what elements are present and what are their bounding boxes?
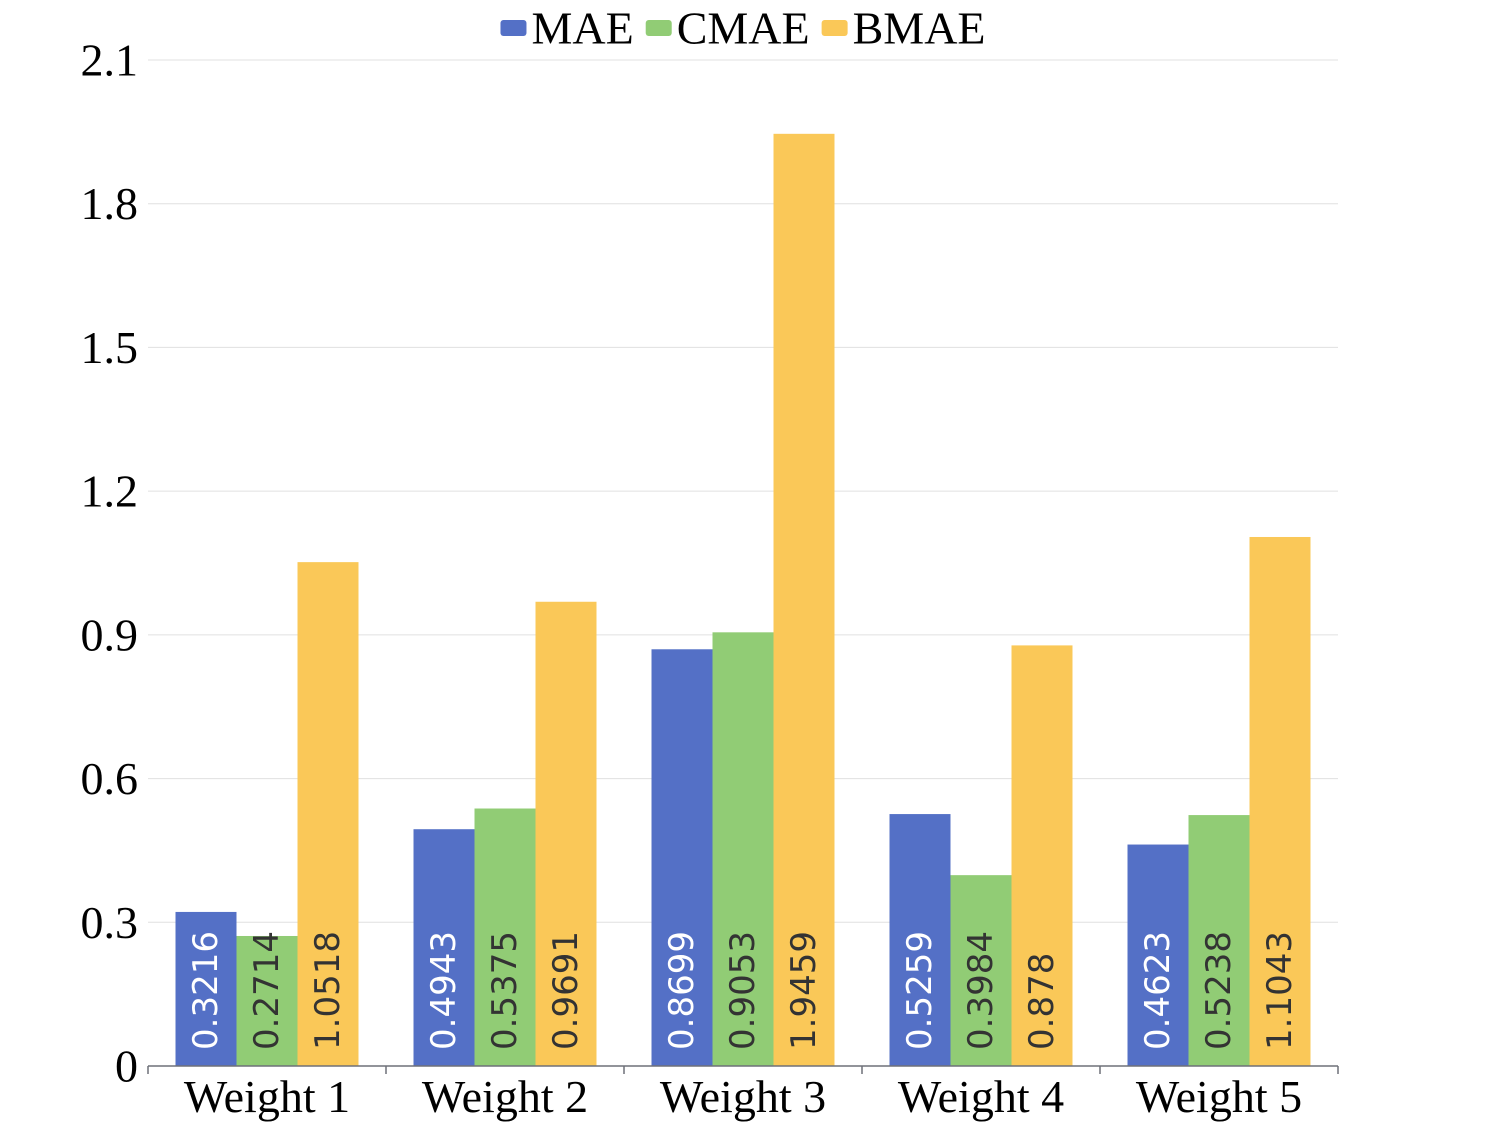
- bars: [175, 133, 1311, 1067]
- y-tick-label: 0.6: [81, 753, 139, 804]
- bar-bmae-5[interactable]: [1249, 536, 1311, 1066]
- data-label: 1.0518: [308, 931, 348, 1050]
- data-label: 0.2714: [247, 931, 287, 1050]
- bar-bmae-2[interactable]: [535, 601, 597, 1066]
- data-label: 0.4623: [1138, 931, 1178, 1050]
- bar-bmae-4[interactable]: [1011, 645, 1073, 1066]
- bar-cmae-1[interactable]: [236, 935, 298, 1066]
- bar-mae-5[interactable]: [1127, 844, 1189, 1066]
- bar-mae-2[interactable]: [413, 829, 475, 1066]
- bar-bmae-3[interactable]: [773, 133, 835, 1067]
- x-axis-ticks: Weight 1 Weight 2 Weight 3 Weight 4 Weight 5: [184, 1071, 1302, 1122]
- data-label: 0.5238: [1199, 931, 1239, 1050]
- bar-mae-1[interactable]: [175, 911, 237, 1066]
- x-tick-label: Weight 4: [898, 1071, 1064, 1122]
- legend-item-cmae[interactable]: CMAE: [645, 3, 810, 54]
- data-label: 0.5259: [900, 931, 940, 1050]
- x-tick-label: Weight 2: [422, 1071, 588, 1122]
- legend-item-bmae[interactable]: BMAE: [821, 3, 986, 54]
- x-axis: [147, 1065, 1339, 1074]
- y-tick-label: 2.1: [81, 35, 139, 86]
- data-labels: 0.3216 0.2714 1.0518 0.4943 0.5375 0.9691 0.86…: [186, 931, 1300, 1050]
- bar-cmae-2[interactable]: [474, 808, 536, 1066]
- bar-cmae-3[interactable]: [712, 632, 774, 1066]
- legend-swatch: [645, 20, 672, 36]
- legend-label: CMAE: [677, 3, 810, 54]
- bar-bmae-1[interactable]: [297, 562, 359, 1066]
- data-label: 1.9459: [784, 931, 824, 1050]
- x-tick-label: Weight 5: [1136, 1071, 1302, 1122]
- bar-mae-3[interactable]: [651, 649, 713, 1066]
- data-label: 0.8699: [662, 931, 702, 1050]
- y-tick-label: 1.5: [81, 322, 139, 373]
- legend-label: BMAE: [853, 3, 986, 54]
- data-label: 0.9691: [546, 931, 586, 1050]
- data-label: 0.4943: [424, 931, 464, 1050]
- data-label: 0.3216: [186, 931, 226, 1050]
- y-tick-label: 1.2: [81, 466, 139, 517]
- x-tick-label: Weight 1: [184, 1071, 350, 1122]
- legend-swatch: [500, 20, 527, 36]
- bar-cmae-4[interactable]: [950, 875, 1012, 1066]
- data-label: 0.878: [1022, 953, 1062, 1050]
- y-tick-label: 0.3: [81, 897, 139, 948]
- y-tick-label: 1.8: [81, 178, 139, 229]
- data-label: 0.5375: [485, 931, 525, 1050]
- data-label: 1.1043: [1260, 931, 1300, 1050]
- legend-swatch: [821, 20, 848, 36]
- data-label: 0.9053: [723, 931, 763, 1050]
- legend-item-mae[interactable]: MAE: [500, 3, 634, 54]
- y-axis-ticks: 0 0.3 0.6 0.9 1.2 1.5 1.8 2.1: [81, 35, 139, 1092]
- y-tick-label: 0: [115, 1041, 138, 1092]
- x-tick-label: Weight 3: [660, 1071, 826, 1122]
- y-tick-label: 0.9: [81, 609, 139, 660]
- data-label: 0.3984: [961, 931, 1001, 1050]
- legend-label: MAE: [531, 3, 633, 54]
- bar-mae-4[interactable]: [889, 814, 951, 1066]
- bar-cmae-5[interactable]: [1188, 815, 1250, 1066]
- legend[interactable]: MAE CMAE BMAE: [500, 3, 986, 54]
